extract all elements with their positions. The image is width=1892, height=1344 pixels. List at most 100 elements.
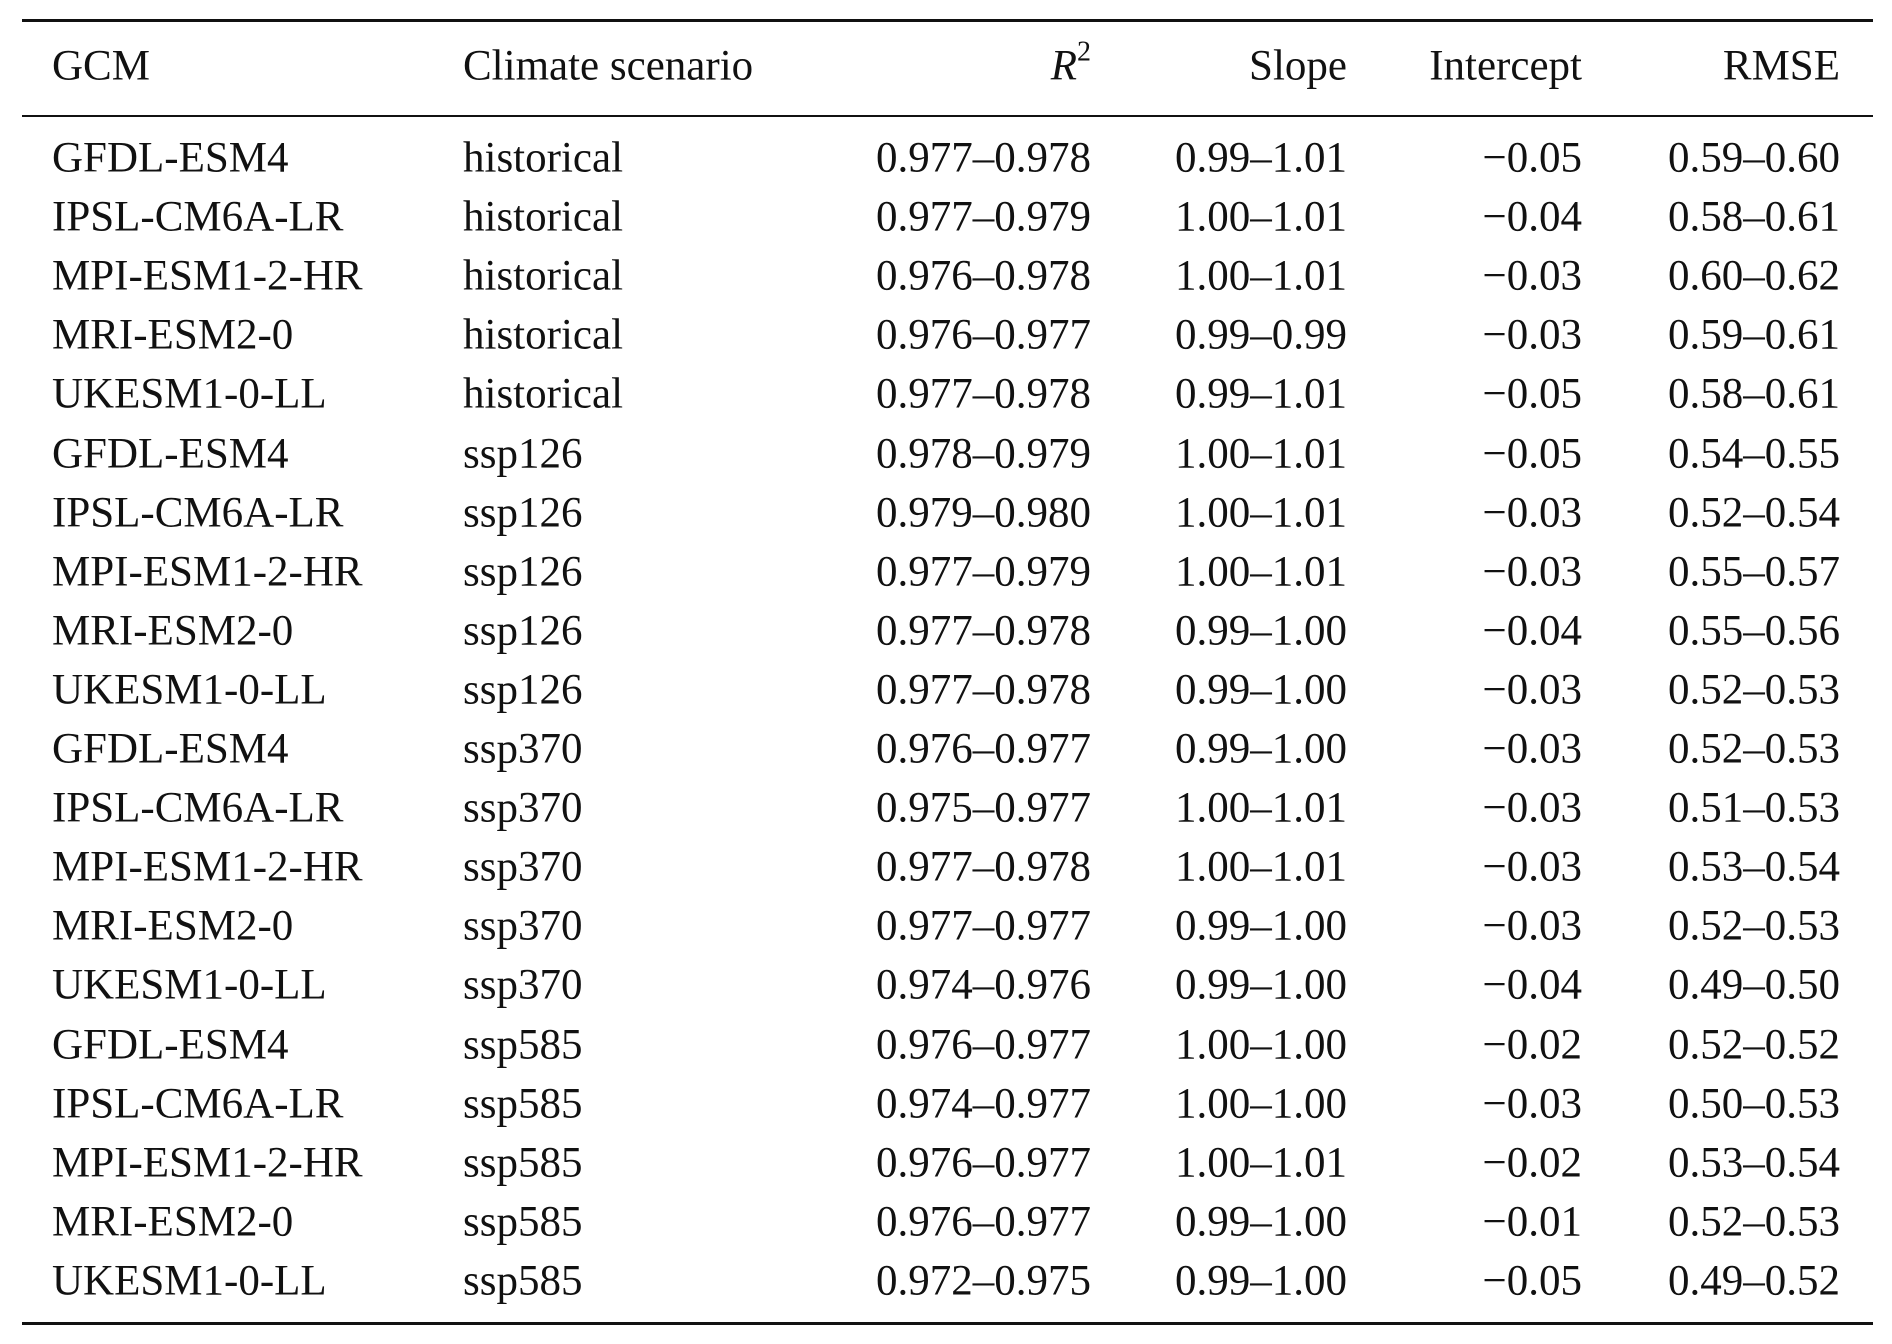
table-cell: 0.976–0.978 xyxy=(876,252,1091,300)
table-cell: 0.54–0.55 xyxy=(1668,430,1840,477)
header-cell: Slope xyxy=(1249,42,1347,90)
header-symbol: R xyxy=(1050,42,1077,90)
table-cell: −0.04 xyxy=(1482,193,1582,241)
table-cell: 0.52–0.53 xyxy=(1668,1198,1840,1246)
table-cell: 0.53–0.54 xyxy=(1668,843,1840,891)
table-cell: 0.53–0.54 xyxy=(1668,1139,1840,1187)
table-cell: 0.976–0.977 xyxy=(876,1021,1091,1068)
table-cell: 1.00–1.01 xyxy=(1175,252,1347,300)
table-cell: ssp126 xyxy=(463,489,583,537)
table-cell: ssp585 xyxy=(463,1257,583,1305)
table-cell: 1.00–1.00 xyxy=(1175,1021,1347,1068)
table-cell: IPSL-CM6A-LR xyxy=(52,193,344,241)
table-cell: 1.00–1.01 xyxy=(1175,548,1347,596)
table-cell: −0.03 xyxy=(1482,725,1582,773)
table-cell: historical xyxy=(463,252,624,300)
table-cell: GFDL-ESM4 xyxy=(52,134,289,182)
table-cell: 0.55–0.56 xyxy=(1668,607,1840,655)
header-cell: R2 xyxy=(1050,38,1091,90)
table-cell: historical xyxy=(463,370,624,418)
table-cell: 0.977–0.978 xyxy=(876,134,1091,182)
table-cell: ssp585 xyxy=(463,1198,583,1246)
table-cell: 0.99–1.00 xyxy=(1175,666,1347,714)
table-cell: 1.00–1.01 xyxy=(1175,1139,1347,1187)
table-cell: 0.58–0.61 xyxy=(1668,193,1840,241)
table-cell: 0.99–1.00 xyxy=(1175,961,1347,1009)
table-cell: −0.03 xyxy=(1482,666,1582,714)
table-cell: 0.979–0.980 xyxy=(876,489,1091,537)
bottom-rule xyxy=(22,1322,1873,1325)
table-cell: MPI-ESM1-2-HR xyxy=(52,252,363,300)
header-cell: Climate scenario xyxy=(463,42,754,90)
table-cell: ssp126 xyxy=(463,666,583,714)
table-cell: 0.977–0.978 xyxy=(876,607,1091,655)
table-cell: MPI-ESM1-2-HR xyxy=(52,843,363,891)
table-cell: 1.00–1.00 xyxy=(1175,1080,1347,1128)
table-cell: −0.01 xyxy=(1482,1198,1582,1246)
table-cell: ssp370 xyxy=(463,961,583,1009)
table-cell: GFDL-ESM4 xyxy=(52,725,289,773)
table-cell: 1.00–1.01 xyxy=(1175,843,1347,891)
table-cell: 0.49–0.50 xyxy=(1668,961,1840,1009)
table-cell: −0.05 xyxy=(1482,134,1582,182)
table-cell: ssp370 xyxy=(463,902,583,950)
header-superscript: 2 xyxy=(1077,36,1091,68)
table-cell: 0.99–0.99 xyxy=(1175,311,1347,359)
table-cell: 0.977–0.978 xyxy=(876,666,1091,714)
table-cell: 0.50–0.53 xyxy=(1668,1080,1840,1128)
table-cell: 0.59–0.61 xyxy=(1668,311,1840,359)
header-cell: GCM xyxy=(52,42,150,90)
table-cell: 0.974–0.977 xyxy=(876,1080,1091,1128)
table-cell: ssp370 xyxy=(463,784,583,832)
table-cell: ssp370 xyxy=(463,725,583,773)
table-cell: 0.976–0.977 xyxy=(876,725,1091,773)
table-cell: 0.58–0.61 xyxy=(1668,370,1840,418)
table-cell: 0.977–0.977 xyxy=(876,902,1091,950)
table-cell: 0.977–0.979 xyxy=(876,548,1091,596)
table-cell: MRI-ESM2-0 xyxy=(52,1198,294,1246)
table-cell: 1.00–1.01 xyxy=(1175,430,1347,477)
table-cell: 0.55–0.57 xyxy=(1668,548,1840,596)
table-cell: −0.04 xyxy=(1482,961,1582,1009)
table-cell: ssp126 xyxy=(463,548,583,596)
table-cell: −0.02 xyxy=(1482,1139,1582,1187)
header-cell: Intercept xyxy=(1429,42,1582,90)
table-cell: −0.05 xyxy=(1482,430,1582,477)
table-cell: 0.974–0.976 xyxy=(876,961,1091,1009)
table-cell: 0.99–1.00 xyxy=(1175,607,1347,655)
table-cell: IPSL-CM6A-LR xyxy=(52,784,344,832)
table-cell: 0.52–0.52 xyxy=(1668,1021,1840,1068)
table-cell: ssp370 xyxy=(463,843,583,891)
table-cell: 1.00–1.01 xyxy=(1175,193,1347,241)
table-cell: IPSL-CM6A-LR xyxy=(52,1080,344,1128)
table-cell: −0.05 xyxy=(1482,1257,1582,1305)
table-cell: 0.60–0.62 xyxy=(1668,252,1840,300)
table-cell: MPI-ESM1-2-HR xyxy=(52,548,363,596)
table-cell: −0.03 xyxy=(1482,843,1582,891)
table-cell: ssp585 xyxy=(463,1080,583,1128)
table-cell: GFDL-ESM4 xyxy=(52,1021,289,1068)
table-cell: 0.99–1.00 xyxy=(1175,1198,1347,1246)
table-cell: historical xyxy=(463,193,624,241)
table-cell: −0.03 xyxy=(1482,784,1582,832)
table-cell: 0.99–1.01 xyxy=(1175,134,1347,182)
table-cell: UKESM1-0-LL xyxy=(52,370,327,418)
table-cell: ssp126 xyxy=(463,430,583,477)
table-cell: 0.977–0.978 xyxy=(876,843,1091,891)
table-cell: −0.03 xyxy=(1482,489,1582,537)
table-cell: historical xyxy=(463,311,624,359)
table-cell: MRI-ESM2-0 xyxy=(52,311,294,359)
table-cell: −0.03 xyxy=(1482,252,1582,300)
table-cell: 0.52–0.53 xyxy=(1668,902,1840,950)
table-cell: 0.52–0.54 xyxy=(1668,489,1840,537)
table-cell: 0.51–0.53 xyxy=(1668,784,1840,832)
table-cell: −0.03 xyxy=(1482,548,1582,596)
table-cell: historical xyxy=(463,134,624,182)
header-cell: RMSE xyxy=(1722,42,1840,90)
table-cell: ssp126 xyxy=(463,607,583,655)
table-cell: 0.99–1.00 xyxy=(1175,1257,1347,1305)
table-cell: 1.00–1.01 xyxy=(1175,784,1347,832)
top-rule xyxy=(22,19,1873,22)
table-cell: UKESM1-0-LL xyxy=(52,1257,327,1305)
